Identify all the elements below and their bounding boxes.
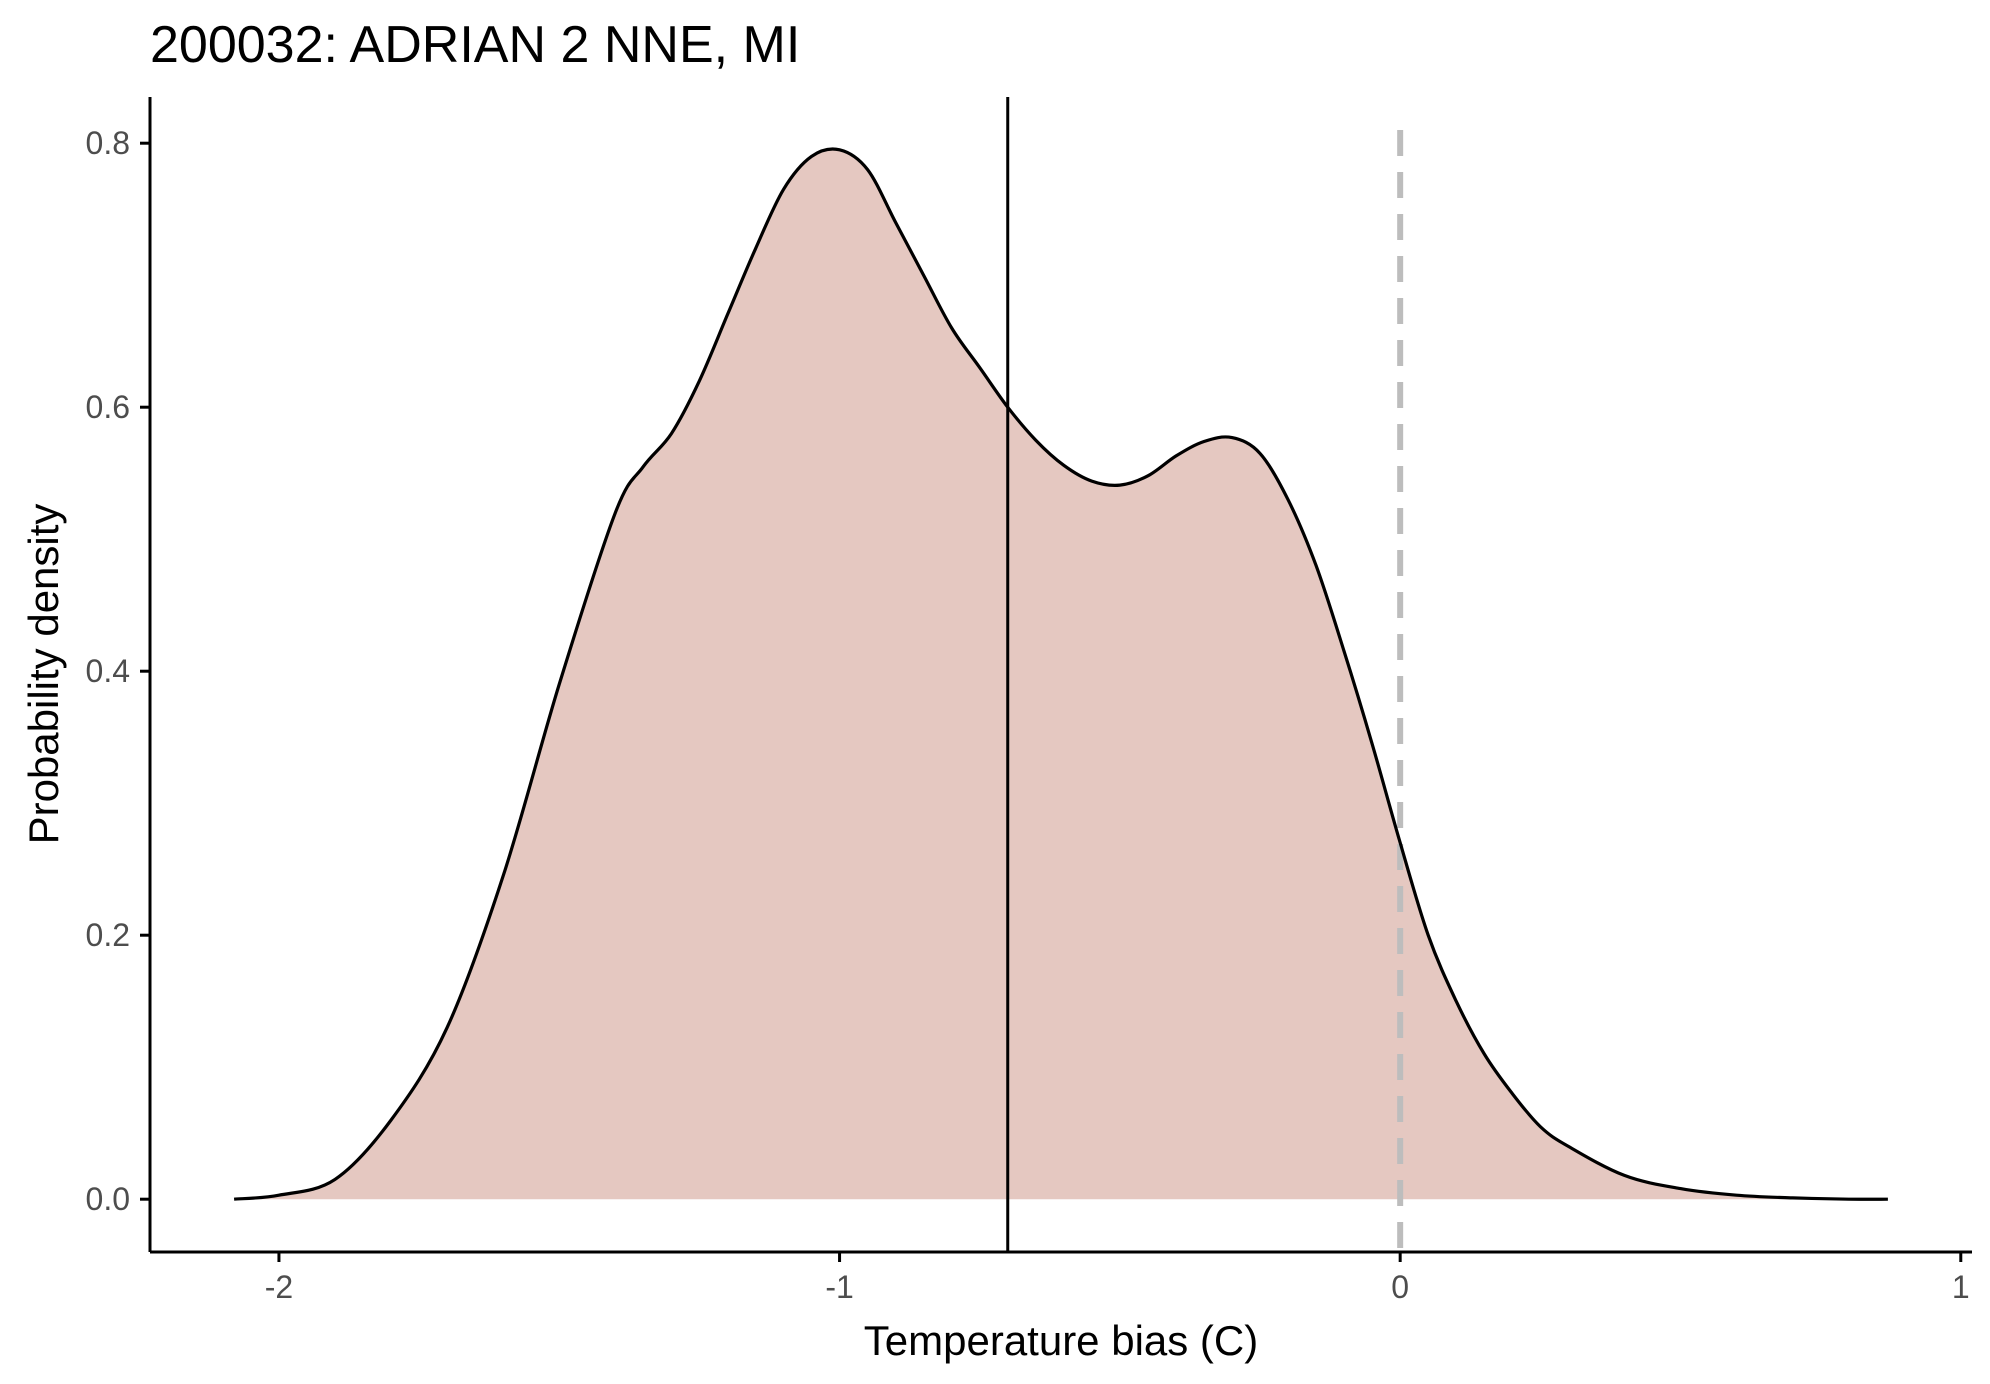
y-axis-ticks: 0.0 0.2 0.4 0.6 0.8 xyxy=(86,125,150,1217)
x-tick-label: -2 xyxy=(265,1269,293,1305)
density-area xyxy=(234,148,1888,1200)
y-tick-label: 0.0 xyxy=(86,1181,130,1217)
y-tick-label: 0.2 xyxy=(86,917,130,953)
y-tick-label: 0.6 xyxy=(86,389,130,425)
y-axis-title: Probability density xyxy=(20,504,67,845)
density-curve xyxy=(233,147,1888,1201)
x-tick-label: 1 xyxy=(1952,1269,1970,1305)
x-tick-label: 0 xyxy=(1391,1269,1409,1305)
plot-area xyxy=(233,97,1888,1252)
x-tick-label: -1 xyxy=(825,1269,853,1305)
chart-title: 200032: ADRIAN 2 NNE, MI xyxy=(150,16,800,74)
y-tick-label: 0.4 xyxy=(86,653,130,689)
y-tick-label: 0.8 xyxy=(86,125,130,161)
x-axis-title: Temperature bias (C) xyxy=(864,1317,1258,1364)
x-axis-ticks: -2 -1 0 1 xyxy=(265,1252,1970,1305)
